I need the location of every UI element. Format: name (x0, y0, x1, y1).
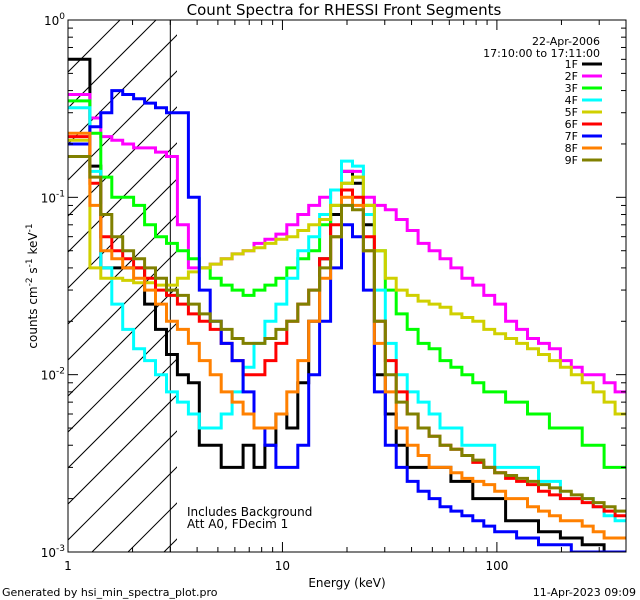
header-date: 22-Apr-2006 (532, 35, 600, 48)
plot-frame (67, 19, 627, 553)
legend-label-1f: 1F (565, 58, 578, 71)
series-line-2f (68, 93, 626, 394)
hatch-line (68, 20, 121, 73)
series-line-6f (68, 135, 626, 518)
y-tick-label: 10-2 (41, 367, 65, 383)
axis-tick-labels: 1 10 100 100 10-1 10-2 10-3 (41, 12, 509, 573)
y-axis-label-part-2: s (26, 267, 40, 277)
hatch-line (68, 106, 177, 217)
x-tick-label: 1 (64, 559, 72, 573)
x-axis-label: Energy (keV) (308, 576, 385, 590)
hatch-line (68, 70, 177, 181)
excluded-region-hatch (68, 20, 177, 552)
hatch-line (68, 430, 177, 541)
hatch-line (68, 178, 177, 289)
y-axis-label-exp-2: -1 (25, 258, 35, 267)
hatch-line (68, 142, 177, 253)
y-tick-label: 10-3 (41, 544, 65, 560)
y-axis-label-exp-1: -2 (25, 277, 35, 286)
annotation-background: Includes Background (187, 505, 312, 519)
legend-label-3f: 3F (565, 82, 578, 95)
hatch-line (68, 358, 177, 469)
header-time-range: 17:10:00 to 17:11:00 (483, 47, 600, 60)
footer-generated-by: Generated by hsi_min_spectra_plot.pro (2, 586, 218, 599)
x-tick-label: 100 (485, 559, 508, 573)
legend-label-5f: 5F (565, 106, 578, 119)
legend-label-4f: 4F (565, 94, 578, 107)
series-line-5f (68, 138, 626, 416)
x-tick-label: 10 (275, 559, 290, 573)
legend-label-2f: 2F (565, 70, 578, 83)
y-tick-label: 100 (44, 12, 65, 28)
series-line-9f (68, 155, 626, 513)
y-tick-label: 10-1 (41, 189, 65, 205)
hatch-line (68, 34, 177, 145)
y-axis-label-part-1: counts cm (26, 286, 40, 348)
series-layer (68, 57, 626, 552)
legend-label-9f: 9F (565, 154, 578, 167)
y-axis-label: counts cm-2 s-1 keV-1 (25, 223, 40, 348)
hatch-line (68, 250, 177, 361)
series-line-1f (68, 57, 626, 552)
series-line-8f (68, 131, 626, 540)
hatch-line (68, 394, 177, 505)
y-axis-label-part-3: keV (26, 232, 40, 259)
chart-title: Count Spectra for RHESSI Front Segments (187, 1, 502, 19)
series-line-4f (68, 106, 626, 523)
axis-ticks (67, 19, 627, 553)
y-axis-label-exp-3: -1 (25, 223, 35, 232)
hatch-line (68, 214, 177, 325)
annotation-attenuator: Att A0, FDecim 1 (187, 517, 288, 531)
legend-label-6f: 6F (565, 118, 578, 131)
legend-label-8f: 8F (565, 142, 578, 155)
footer-timestamp: 11-Apr-2023 09:09 (533, 586, 636, 599)
legend-label-7f: 7F (565, 130, 578, 143)
